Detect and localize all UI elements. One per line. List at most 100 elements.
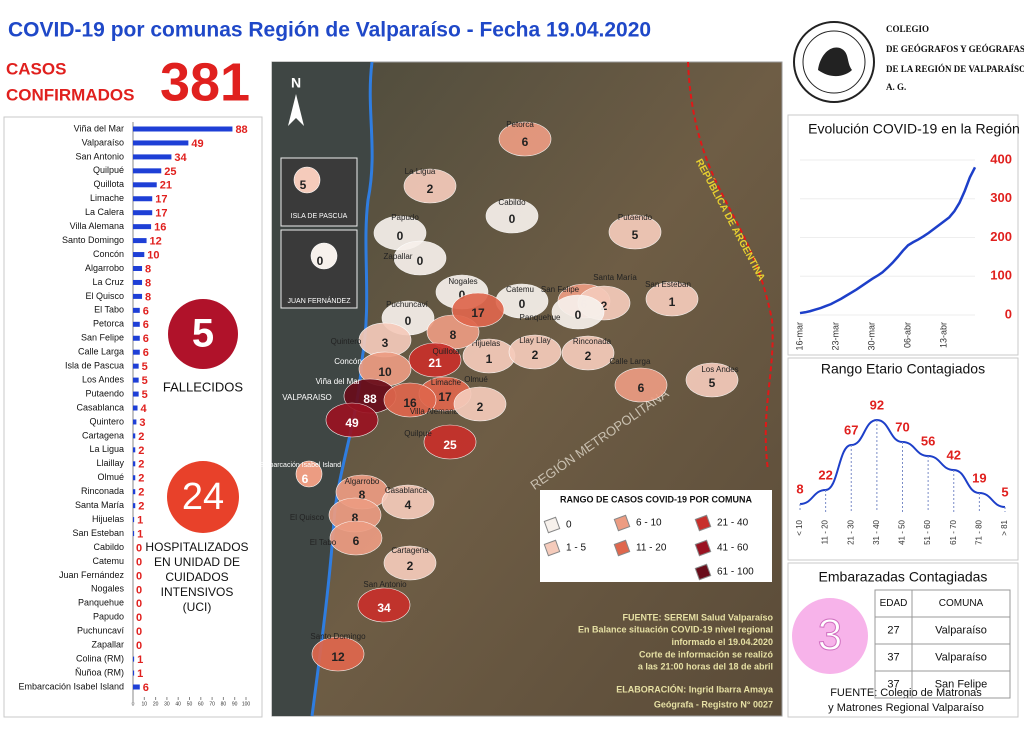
y-tick-label: Papudo	[93, 612, 124, 622]
comuna-name: Putaendo	[618, 213, 653, 222]
x-tick-label: 100	[242, 701, 251, 707]
comuna-area	[645, 281, 699, 317]
map-credit: ELABORACIÓN: Ingrid Ibarra Amaya	[616, 683, 774, 694]
y-tick-label: Villa Alemana	[70, 221, 124, 231]
comuna-area	[498, 121, 552, 157]
table-row	[874, 670, 1011, 699]
value-label: 16	[154, 222, 166, 234]
y-tick-label: Quillota	[93, 179, 124, 189]
value-label: 8	[145, 291, 151, 303]
comuna-value: 1	[669, 295, 676, 309]
y-tick-label: Rinconada	[81, 486, 124, 496]
value-label: 1	[137, 654, 143, 666]
y-tick-label: San Esteban	[72, 528, 124, 538]
value-label: 5	[1001, 484, 1008, 499]
value-label: 12	[150, 236, 162, 248]
value-label: 25	[164, 166, 176, 178]
comuna-name: Viña del Mar	[316, 377, 361, 386]
comuna-value: 0	[397, 229, 404, 243]
value-label: 6	[143, 333, 149, 345]
comuna-area	[383, 545, 437, 581]
value-label: 0	[136, 570, 142, 582]
y-tick-label: Nogales	[91, 584, 125, 594]
comuna-area	[485, 198, 539, 234]
bar	[133, 252, 145, 258]
comuna-value: 88	[363, 392, 377, 406]
left-panel	[3, 116, 263, 718]
comuna-area	[408, 342, 462, 378]
y-tick-label: Putaendo	[85, 388, 124, 398]
icu-label: CUIDADOS	[165, 570, 228, 584]
comuna-name: Santo Domingo	[310, 632, 366, 641]
y-tick-label: Juan Fernández	[59, 570, 125, 580]
bar	[133, 517, 135, 523]
comuna-value: 0	[459, 288, 466, 302]
org-name: DE LA REGIÓN DE VALPARAÍSO	[886, 64, 1024, 74]
x-tick-label: 71 - 80	[974, 519, 983, 544]
x-tick-label: 90	[232, 701, 238, 707]
comuna-name: JUAN FERNÁNDEZ	[287, 296, 351, 305]
y-tick-label: 300	[990, 190, 1012, 205]
comuna-value: 6	[638, 381, 645, 395]
y-tick-label: La Cruz	[92, 277, 124, 287]
bar	[133, 279, 143, 285]
comuna-name: VALPARAISO	[282, 393, 332, 402]
value-label: 6	[143, 305, 149, 317]
x-tick-label: 50	[187, 701, 193, 707]
title: COVID-19 por comunas Región de Valparaís…	[8, 19, 651, 42]
comuna-name: Cabildo	[498, 198, 526, 207]
legend-box	[540, 490, 772, 582]
value-label: 2	[138, 445, 144, 457]
y-tick-label: Isla de Pascua	[65, 361, 124, 371]
x-tick-label: 11 - 20	[821, 519, 830, 544]
bar	[133, 321, 140, 327]
legend-label: 1 - 5	[566, 543, 586, 554]
y-tick-label: Cartagena	[82, 430, 124, 440]
comuna-value: 1	[486, 352, 493, 366]
comuna-name: Papudo	[391, 213, 419, 222]
value-label: 22	[818, 467, 832, 482]
border	[687, 61, 774, 471]
comuna-area	[325, 402, 379, 438]
value-label: 92	[870, 397, 884, 412]
comuna-value: 21	[428, 356, 442, 370]
y-tick-label: Casablanca	[76, 402, 124, 412]
icu-label: INTENSIVOS	[161, 585, 234, 599]
comuna-value: 12	[331, 650, 345, 664]
panel	[787, 562, 1019, 718]
bar	[133, 670, 135, 676]
y-tick-label: El Tabo	[94, 305, 124, 315]
y-tick-label: Llaillay	[96, 458, 124, 468]
north-label: N	[291, 75, 301, 91]
logo	[793, 21, 875, 103]
y-tick-label: Hijuelas	[92, 514, 125, 524]
y-tick-label: Ñuñoa (RM)	[75, 667, 124, 677]
cases-label: CASOS	[6, 59, 66, 78]
value-label: 0	[136, 556, 142, 568]
value-label: 34	[174, 152, 187, 164]
bar	[133, 363, 139, 369]
bar	[133, 377, 139, 383]
y-tick-label: Zapallar	[91, 640, 124, 650]
y-tick-label: Puchuncaví	[77, 626, 125, 636]
bar	[133, 684, 140, 690]
comuna-area	[357, 587, 411, 623]
value-label: 17	[155, 208, 167, 220]
comuna-name: Casablanca	[385, 486, 428, 495]
comuna-value: 5	[709, 376, 716, 390]
logo	[818, 47, 852, 77]
bar	[133, 656, 135, 662]
org-name: COLEGIO	[886, 24, 929, 34]
comuna-name: Villa Alemana	[410, 407, 459, 416]
comuna-value: 0	[519, 297, 526, 311]
x-tick-label: 20	[153, 701, 159, 707]
comuna-name: Nogales	[448, 277, 477, 286]
value-label: 0	[136, 640, 142, 652]
bar	[133, 168, 162, 174]
x-tick-label: 13-abr	[938, 322, 948, 348]
bar	[133, 154, 172, 160]
comuna-value: 0	[509, 212, 516, 226]
x-tick-label: 0	[132, 701, 135, 707]
comuna-name: Petorca	[506, 120, 534, 129]
y-tick-label: Quintero	[89, 416, 124, 426]
